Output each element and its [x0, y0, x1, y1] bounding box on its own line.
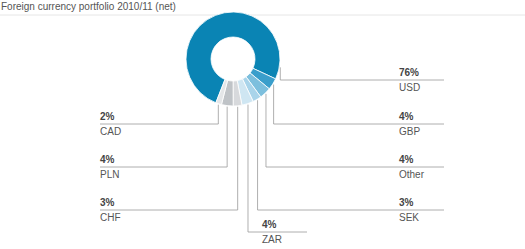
leader-line: [248, 105, 307, 232]
data-label: 76%: [399, 67, 419, 78]
data-label: 3%: [100, 197, 115, 208]
leader-line: [100, 105, 218, 124]
category-label: CHF: [100, 212, 121, 223]
category-label: USD: [399, 82, 420, 93]
title: Foreign currency portfolio 2010/11 (net): [1, 1, 176, 12]
category-label: ZAR: [262, 234, 282, 245]
leader-line: [266, 94, 444, 167]
data-label: 3%: [399, 197, 414, 208]
data-label: 4%: [399, 111, 414, 122]
data-label: 4%: [262, 219, 277, 230]
leader-line: [100, 107, 227, 167]
slice: [233, 81, 242, 106]
category-label: SEK: [399, 212, 419, 223]
category-label: Other: [399, 169, 425, 180]
data-label: 4%: [100, 154, 115, 165]
category-label: PLN: [100, 169, 119, 180]
slice: [216, 79, 228, 104]
data-label: 2%: [100, 111, 115, 122]
chart: Foreign currency portfolio 2010/11 (net)…: [0, 0, 525, 249]
labels: 76% USD 4% GBP 4% Other 3% SEK 4% ZAR 3% CHF 4% PLN 2%…: [100, 67, 444, 245]
category-label: CAD: [100, 126, 121, 137]
leader-line: [258, 100, 444, 210]
slices: [186, 12, 280, 106]
leader-line: [280, 67, 444, 80]
data-label: 4%: [399, 154, 414, 165]
leader-line: [100, 107, 238, 210]
category-label: GBP: [399, 126, 420, 137]
title-rule: [0, 15, 525, 16]
leader-line: [274, 85, 444, 124]
